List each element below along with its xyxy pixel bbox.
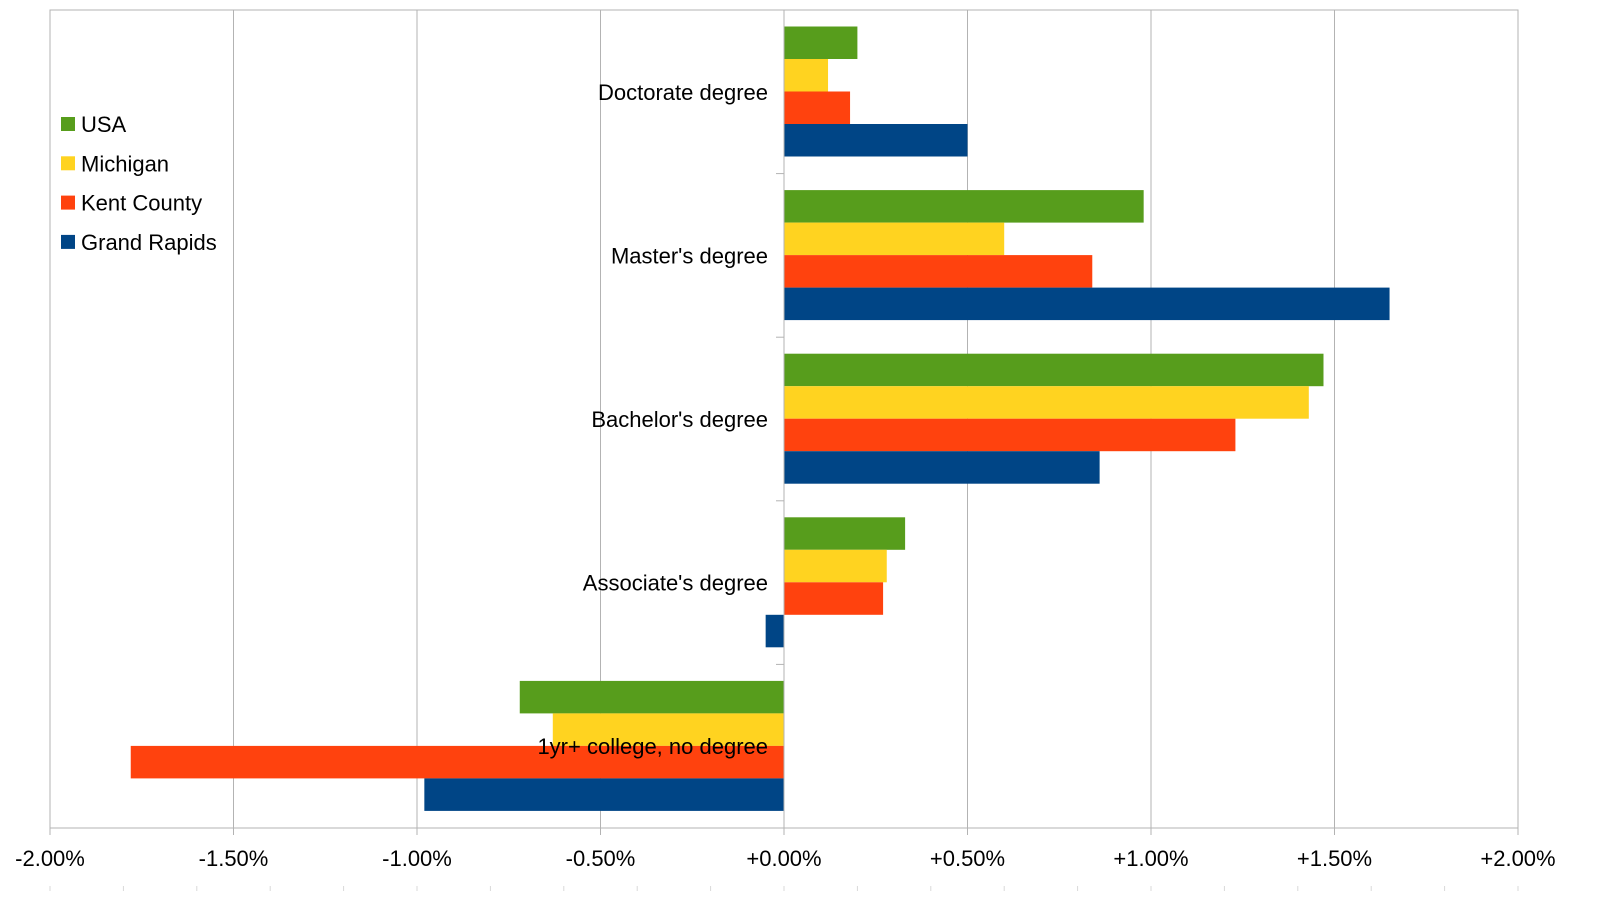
legend-swatch-michigan [61, 156, 75, 171]
legend-label-kent-county: Kent County [81, 191, 202, 216]
legend-label-usa: USA [81, 112, 127, 137]
bar-kent-county-associate-s-degree [784, 582, 884, 615]
category-label-1yr-college-no-degree: 1yr+ college, no degree [537, 734, 768, 759]
bar-usa-bachelor-s-degree [784, 353, 1324, 387]
category-label-master-s-degree: Master's degree [611, 243, 768, 268]
bar-kent-county-bachelor-s-degree [784, 418, 1236, 452]
bar-michigan-1yr-college-no-degree [552, 713, 784, 746]
x-tick-label-7: +1.50% [1297, 846, 1372, 871]
x-tick-label-8: +2.00% [1480, 846, 1555, 871]
category-label-doctorate-degree: Doctorate degree [598, 80, 768, 105]
bar-grand-rapids-1yr-college-no-degree [424, 778, 784, 811]
bar-usa-doctorate-degree [784, 26, 858, 59]
category-label-associate-s-degree: Associate's degree [583, 571, 768, 596]
bar-kent-county-doctorate-degree [784, 91, 851, 124]
legend: USA Michigan Kent County Grand Rapids [61, 112, 217, 255]
bar-grand-rapids-doctorate-degree [784, 124, 968, 157]
category-label-layer: Doctorate degree Master's degree Bachelor'… [537, 80, 768, 759]
bar-grand-rapids-bachelor-s-degree [784, 451, 1100, 484]
bar-michigan-associate-s-degree [784, 549, 887, 583]
x-tick-label-2: -1.00% [382, 846, 452, 871]
bar-usa-associate-s-degree [784, 517, 906, 550]
bar-usa-master-s-degree [784, 190, 1144, 223]
x-tick-label-5: +0.50% [930, 846, 1005, 871]
legend-label-grand-rapids: Grand Rapids [81, 230, 217, 255]
x-tick-label-1: -1.50% [199, 846, 269, 871]
legend-label-michigan: Michigan [81, 151, 169, 176]
bar-grand-rapids-associate-s-degree [765, 614, 784, 648]
category-label-bachelor-s-degree: Bachelor's degree [591, 407, 768, 432]
bar-michigan-bachelor-s-degree [784, 386, 1309, 419]
bar-kent-county-master-s-degree [784, 255, 1093, 288]
bar-kent-county-1yr-college-no-degree [130, 745, 785, 779]
legend-swatch-grand-rapids [61, 234, 75, 249]
legend-swatch-usa [61, 117, 75, 131]
bar-usa-1yr-college-no-degree [519, 680, 784, 714]
bar-grand-rapids-master-s-degree [784, 287, 1390, 321]
x-tick-label-3: -0.50% [566, 846, 636, 871]
bar-michigan-master-s-degree [784, 222, 1005, 256]
legend-swatch-kent-county [61, 195, 75, 210]
bar-layer [130, 26, 1390, 811]
x-tick-label-6: +1.00% [1113, 846, 1188, 871]
bar-michigan-doctorate-degree [784, 59, 829, 92]
x-tick-label-4: +0.00% [746, 846, 821, 871]
x-tick-label-0: -2.00% [15, 846, 85, 871]
axis-layer: -2.00% -1.50% -1.00% -0.50% +0.00% +0.50% +1.0… [15, 9, 1556, 891]
